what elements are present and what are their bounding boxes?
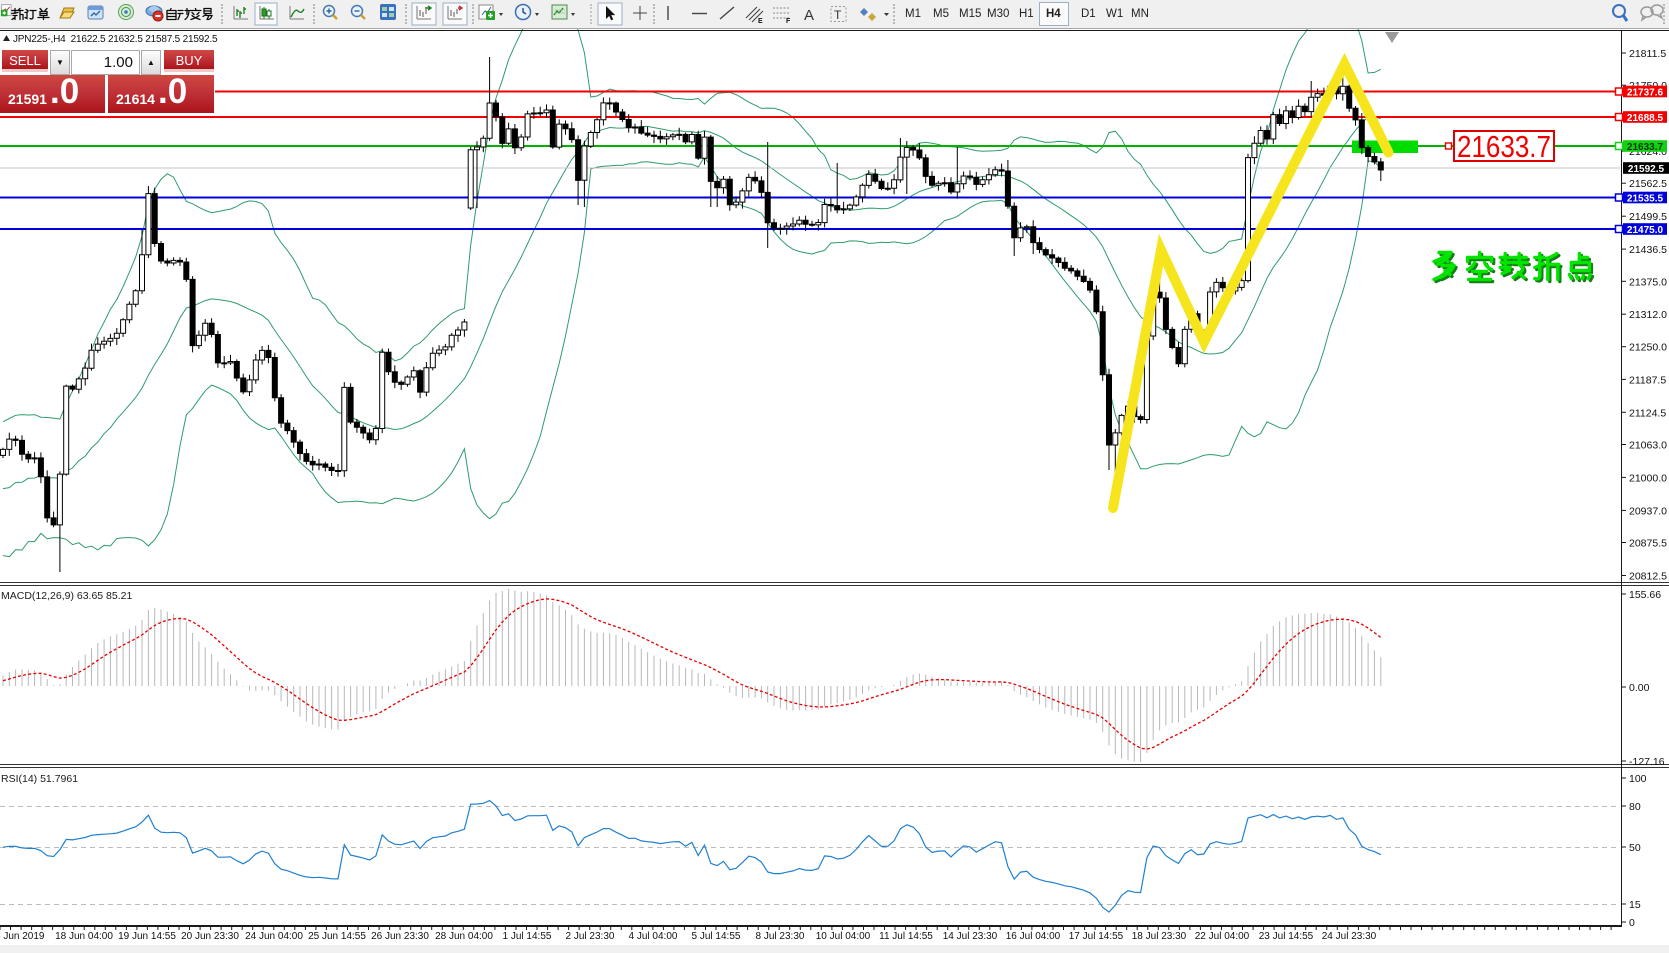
svg-text:23 Jul 14:55: 23 Jul 14:55 — [1259, 931, 1314, 942]
svg-text:24 Jul 23:30: 24 Jul 23:30 — [1322, 931, 1377, 942]
svg-text:21187.5: 21187.5 — [1629, 374, 1666, 386]
svg-text:21124.5: 21124.5 — [1629, 407, 1666, 419]
svg-text:20 Jun 23:30: 20 Jun 23:30 — [181, 931, 239, 942]
svg-text:18 Jun 04:00: 18 Jun 04:00 — [55, 931, 113, 942]
svg-text:21063.0: 21063.0 — [1629, 440, 1667, 452]
svg-text:5 Jul 14:55: 5 Jul 14:55 — [692, 931, 741, 942]
svg-text:17 Jul 14:55: 17 Jul 14:55 — [1069, 931, 1124, 942]
svg-text:21250.0: 21250.0 — [1629, 342, 1667, 354]
svg-text:21633.7: 21633.7 — [1457, 129, 1551, 164]
svg-text:0: 0 — [1629, 917, 1635, 929]
svg-text:11 Jul 14:55: 11 Jul 14:55 — [879, 931, 933, 942]
svg-text:21499.5: 21499.5 — [1629, 211, 1667, 223]
svg-text:21737.6: 21737.6 — [1627, 88, 1664, 99]
svg-text:21688.5: 21688.5 — [1627, 113, 1664, 124]
svg-text:1 Jul 14:55: 1 Jul 14:55 — [503, 931, 552, 942]
svg-text:RSI(14) 51.7961: RSI(14) 51.7961 — [1, 773, 78, 785]
svg-text:21811.5: 21811.5 — [1629, 48, 1666, 60]
svg-text:21312.0: 21312.0 — [1629, 309, 1667, 321]
svg-text:A: A — [804, 7, 814, 24]
svg-text:14 Jul 23:30: 14 Jul 23:30 — [943, 931, 998, 942]
svg-text:21475.0: 21475.0 — [1627, 225, 1664, 236]
svg-text:0.00: 0.00 — [1629, 682, 1650, 694]
svg-text:50: 50 — [1629, 842, 1641, 854]
svg-text:155.66: 155.66 — [1629, 589, 1661, 601]
svg-text:21633.7: 21633.7 — [1627, 142, 1664, 153]
svg-text:28 Jun 04:00: 28 Jun 04:00 — [435, 931, 493, 942]
svg-text:19 Jun 14:55: 19 Jun 14:55 — [118, 931, 176, 942]
svg-text:20812.5: 20812.5 — [1629, 571, 1667, 583]
svg-text:21375.0: 21375.0 — [1629, 276, 1667, 288]
svg-text:21436.5: 21436.5 — [1629, 244, 1667, 256]
svg-text:21592.5: 21592.5 — [1628, 164, 1665, 175]
svg-text:21535.5: 21535.5 — [1627, 194, 1664, 205]
svg-text:T: T — [834, 8, 842, 22]
svg-text:24 Jun 04:00: 24 Jun 04:00 — [245, 931, 303, 942]
svg-text:25 Jun 14:55: 25 Jun 14:55 — [308, 931, 366, 942]
svg-text:21562.5: 21562.5 — [1629, 178, 1667, 190]
svg-text:20937.0: 20937.0 — [1629, 505, 1667, 517]
svg-text:21000.0: 21000.0 — [1629, 472, 1667, 484]
svg-text:5 Jun 2019: 5 Jun 2019 — [0, 931, 45, 942]
svg-text:16 Jul 04:00: 16 Jul 04:00 — [1006, 931, 1061, 942]
svg-text:100: 100 — [1629, 773, 1647, 785]
svg-text:-127.16: -127.16 — [1629, 756, 1665, 768]
svg-text:10 Jul 04:00: 10 Jul 04:00 — [816, 931, 871, 942]
svg-text:2 Jul 23:30: 2 Jul 23:30 — [566, 931, 615, 942]
svg-text:22 Jul 04:00: 22 Jul 04:00 — [1195, 931, 1250, 942]
svg-text:8 Jul 23:30: 8 Jul 23:30 — [756, 931, 805, 942]
svg-text:20875.5: 20875.5 — [1629, 538, 1667, 550]
svg-text:80: 80 — [1629, 801, 1641, 813]
svg-text:MACD(12,26,9) 63.65 85.21: MACD(12,26,9) 63.65 85.21 — [1, 590, 132, 602]
svg-text:E: E — [758, 18, 763, 25]
svg-text:18 Jul 23:30: 18 Jul 23:30 — [1132, 931, 1187, 942]
svg-text:26 Jun 23:30: 26 Jun 23:30 — [371, 931, 429, 942]
svg-text:4 Jul 04:00: 4 Jul 04:00 — [629, 931, 678, 942]
svg-text:F: F — [786, 18, 791, 25]
svg-text:15: 15 — [1629, 899, 1641, 911]
